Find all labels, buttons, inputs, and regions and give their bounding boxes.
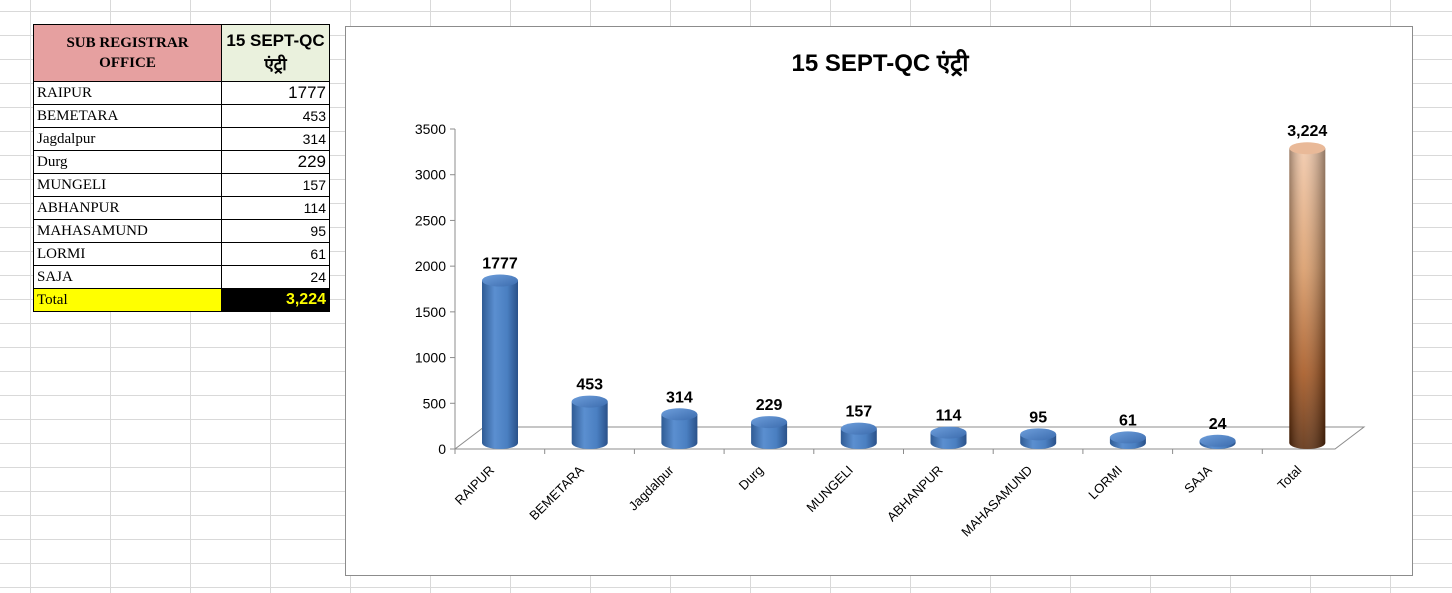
row-office: RAIPUR: [33, 81, 222, 105]
bar-body: [482, 280, 518, 449]
x-category-label: MAHASAMUND: [958, 463, 1035, 540]
data-table: SUB REGISTRAR OFFICE 15 SEPT-QC एंट्री R…: [33, 24, 330, 312]
x-category-label: ABHANPUR: [884, 463, 946, 525]
bar-body: [751, 422, 788, 449]
y-tick-label: 500: [423, 395, 447, 411]
bar-top: [1020, 428, 1057, 441]
data-label: 314: [666, 389, 693, 406]
y-tick-label: 3500: [415, 121, 446, 137]
data-label: 229: [756, 397, 783, 414]
bar: [661, 408, 698, 449]
row-office: MUNGELI: [33, 173, 222, 197]
data-label: 3,224: [1287, 123, 1327, 140]
y-tick-label: 3000: [415, 167, 446, 183]
bar-chart: 15 SEPT-QC एंट्री 0 500 1000 1500 2000 2500 30…: [415, 49, 1366, 540]
bar-body: [571, 401, 608, 449]
bar-top: [661, 408, 698, 421]
data-label: 95: [1029, 409, 1047, 426]
row-count: 157: [221, 173, 330, 197]
bar-body: [661, 414, 698, 449]
bar-top: [482, 274, 518, 287]
row-count: 24: [221, 265, 330, 289]
data-label: 453: [576, 377, 603, 394]
bar: [1020, 428, 1057, 449]
axes: 0 500 1000 1500 2000 2500 3000 3500 RAIPUR BEMETA…: [415, 121, 1366, 540]
x-category-label: LORMI: [1085, 463, 1125, 503]
total-value: 3,224: [221, 288, 330, 312]
x-category-label: RAIPUR: [452, 463, 497, 508]
row-office: ABHANPUR: [33, 196, 222, 220]
table-row: Jagdalpur 314: [33, 127, 330, 151]
bar-top: [840, 422, 877, 435]
data-label: 24: [1209, 416, 1227, 433]
bars: [482, 142, 1326, 449]
data-label: 157: [845, 404, 872, 421]
row-office: SAJA: [33, 265, 222, 289]
table-total-row: Total 3,224: [33, 288, 330, 312]
row-count: 229: [221, 150, 330, 174]
data-label: 1777: [482, 256, 518, 273]
x-category-label: Total: [1274, 462, 1304, 492]
data-label: 61: [1119, 412, 1137, 429]
row-office: LORMI: [33, 242, 222, 266]
x-category-label: MUNGELI: [803, 463, 855, 515]
bar: [930, 426, 967, 449]
bar-top: [1199, 434, 1236, 447]
bar-top: [1289, 142, 1326, 155]
chart-area[interactable]: 15 SEPT-QC एंट्री 0 500 1000 1500 2000 2500 30…: [345, 26, 1413, 576]
bar-top: [1109, 431, 1146, 444]
row-count: 95: [221, 219, 330, 243]
x-category-label: Durg: [736, 463, 767, 494]
table-row: Durg 229: [33, 150, 330, 174]
y-tick-label: 0: [438, 441, 446, 457]
total-label: Total: [33, 288, 222, 312]
row-count: 114: [221, 196, 330, 220]
bar: [1109, 431, 1146, 449]
data-label: 114: [936, 408, 962, 425]
header-date-cell: 15 SEPT-QC एंट्री: [221, 24, 330, 82]
row-count: 1777: [221, 81, 330, 105]
bar: [840, 422, 877, 449]
row-count: 61: [221, 242, 330, 266]
chart-title: 15 SEPT-QC एंट्री: [792, 49, 970, 77]
bar: [571, 395, 608, 449]
row-office: Jagdalpur: [33, 127, 222, 151]
y-tick-label: 1000: [415, 350, 446, 366]
bar: [751, 416, 788, 449]
table-row: BEMETARA 453: [33, 104, 330, 128]
y-tick-label: 2000: [415, 258, 446, 274]
bar: [1199, 434, 1236, 449]
row-office: BEMETARA: [33, 104, 222, 128]
table-row: SAJA 24: [33, 265, 330, 289]
row-office: MAHASAMUND: [33, 219, 222, 243]
bar-shade: [1289, 148, 1326, 449]
table-row: RAIPUR 1777: [33, 81, 330, 105]
bar-total: [1289, 142, 1326, 449]
table-row: LORMI 61: [33, 242, 330, 266]
y-tick-label: 2500: [415, 212, 446, 228]
row-office: Durg: [33, 150, 222, 174]
x-category-label: Jagdalpur: [626, 462, 677, 513]
x-category-label: BEMETARA: [526, 462, 587, 523]
header-office-cell: SUB REGISTRAR OFFICE: [33, 24, 222, 82]
table-header-row: SUB REGISTRAR OFFICE 15 SEPT-QC एंट्री: [33, 24, 330, 82]
bar-top: [930, 426, 967, 439]
data-labels: 1777 453 314 229 157 114 95 61 24 3,224: [482, 123, 1327, 433]
table-row: MAHASAMUND 95: [33, 219, 330, 243]
table-row: ABHANPUR 114: [33, 196, 330, 220]
row-count: 314: [221, 127, 330, 151]
table-row: MUNGELI 157: [33, 173, 330, 197]
x-category-label: SAJA: [1181, 462, 1215, 496]
bar-top: [571, 395, 608, 408]
bar-top: [751, 416, 788, 429]
y-tick-label: 1500: [415, 304, 446, 320]
bar: [482, 274, 518, 449]
row-count: 453: [221, 104, 330, 128]
